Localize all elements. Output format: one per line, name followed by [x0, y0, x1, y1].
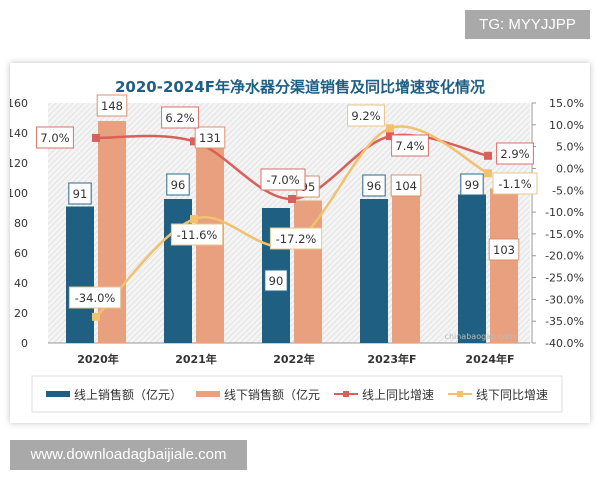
data-label-offline-growth: -11.6%	[177, 228, 218, 242]
y-right-tick-label: 10.0%	[549, 119, 584, 132]
data-label-online: 90	[269, 274, 284, 288]
marker-online-growth	[386, 132, 394, 141]
marker-offline-growth	[92, 312, 100, 321]
data-label-online: 96	[367, 179, 382, 193]
x-tick-label: 2023年F	[367, 352, 416, 366]
bar-online	[360, 199, 388, 343]
y-right-tick-label: -20.0%	[545, 250, 584, 263]
y-right-tick-label: 5.0%	[556, 141, 584, 154]
data-label-offline-growth: -1.1%	[498, 177, 531, 191]
data-label-online-growth: 2.9%	[500, 147, 529, 161]
data-label-online-box	[264, 269, 288, 292]
y-left-tick-label: 140	[10, 127, 28, 140]
data-label-offline: 104	[395, 179, 417, 193]
y-left-tick-label: 40	[14, 277, 28, 290]
bar-offline	[392, 187, 420, 343]
data-label-offline: 131	[199, 131, 221, 145]
x-tick-label: 2020年	[77, 352, 119, 366]
y-right-tick-label: -40.0%	[545, 337, 584, 350]
data-label-online-box	[362, 174, 386, 197]
data-label-offline: 103	[493, 243, 515, 257]
y-left-tick-label: 100	[10, 187, 28, 200]
marker-offline-growth	[190, 215, 198, 224]
bar-online	[458, 194, 486, 343]
legend-swatch	[46, 391, 70, 397]
data-label-online-growth: 7.0%	[40, 131, 69, 145]
watermark-top: TG: MYYJJPP	[465, 10, 590, 39]
bar-offline	[490, 188, 518, 343]
marker-online-growth	[484, 151, 492, 160]
data-label-offline-growth-box	[492, 172, 538, 195]
data-label-online-growth-box	[161, 106, 199, 129]
bar-online	[66, 206, 94, 343]
data-label-offline-growth-box	[269, 227, 323, 250]
data-label-offline-growth: 9.2%	[351, 109, 380, 123]
data-label-online-growth-box	[496, 142, 534, 165]
data-label-online-growth-box	[260, 168, 306, 191]
data-label-online-growth: 6.2%	[165, 111, 194, 125]
legend-swatch	[196, 391, 220, 397]
data-label-online: 96	[171, 178, 186, 192]
y-right-tick-label: 0.0%	[556, 162, 584, 175]
data-label-online-growth: -7.0%	[266, 173, 299, 187]
legend-label: 线上同比增速	[362, 388, 434, 402]
marker-offline-growth	[484, 169, 492, 178]
legend	[31, 375, 563, 413]
data-label-offline-box	[96, 94, 128, 117]
x-tick-label: 2024年F	[465, 352, 514, 366]
data-label-offline-growth: -34.0%	[75, 291, 116, 305]
y-right-tick-label: 15.0%	[549, 97, 584, 110]
marker-offline-growth	[386, 124, 394, 133]
source-watermark: chinabaogao.com	[445, 332, 516, 341]
bar-offline	[294, 200, 322, 343]
x-tick-label: 2021年	[175, 352, 217, 366]
legend-marker	[343, 391, 349, 397]
x-tick-label: 2022年	[273, 352, 315, 366]
chart-card: 2020-2024F年净水器分渠道销售及同比增速变化情况 0 20 40 60 80 10…	[7, 63, 590, 423]
data-label-online-box	[68, 182, 92, 205]
marker-online-growth	[190, 137, 198, 146]
y-left-tick-label: 0	[21, 337, 28, 350]
legend-label: 线下销售额（亿元	[224, 387, 320, 402]
data-label-online: 99	[465, 178, 480, 192]
chart: 2020-2024F年净水器分渠道销售及同比增速变化情况 0 20 40 60 80 10…	[7, 78, 584, 413]
y-right-tick-label: -5.0%	[552, 184, 584, 197]
y-right-tick-label: -10.0%	[545, 206, 584, 219]
y-left-tick-label: 160	[10, 97, 28, 110]
y-right-tick-label: -15.0%	[545, 228, 584, 241]
marker-online-growth	[288, 195, 296, 203]
data-label-offline-growth: -17.2%	[276, 232, 317, 246]
data-label-offline: 148	[101, 99, 123, 113]
data-label-online-growth-box	[36, 126, 74, 149]
y-left-tick-label: 60	[14, 247, 28, 260]
y-left-tick-label: 80	[14, 217, 28, 230]
y-right-tick-label: -35.0%	[545, 315, 584, 328]
data-label-offline-box	[194, 126, 226, 149]
data-label-online: 91	[73, 187, 88, 201]
data-label-online-box	[166, 173, 190, 196]
y-left-tick-label: 120	[10, 157, 28, 170]
marker-online-growth	[92, 133, 100, 142]
data-label-online-growth: 7.4%	[395, 139, 424, 153]
legend-marker	[457, 391, 463, 397]
y-left-tick-label: 20	[14, 307, 28, 320]
data-label-offline-growth-box	[68, 286, 122, 309]
y-right-tick-label: -25.0%	[545, 272, 584, 285]
data-label-offline-box	[488, 238, 520, 261]
legend-label: 线上销售额（亿元）	[74, 387, 182, 402]
data-label-online-box	[460, 173, 484, 196]
data-label-online-growth-box	[391, 134, 429, 157]
chart-title: 2020-2024F年净水器分渠道销售及同比增速变化情况	[115, 78, 485, 96]
data-label-offline-growth-box	[347, 104, 385, 127]
legend-label: 线下同比增速	[476, 388, 548, 402]
watermark-bottom: www.downloadagbaijiale.com	[10, 440, 247, 470]
data-label-offline-growth-box	[170, 223, 224, 246]
data-label-offline-box	[390, 174, 422, 197]
y-right-tick-label: -30.0%	[545, 293, 584, 306]
